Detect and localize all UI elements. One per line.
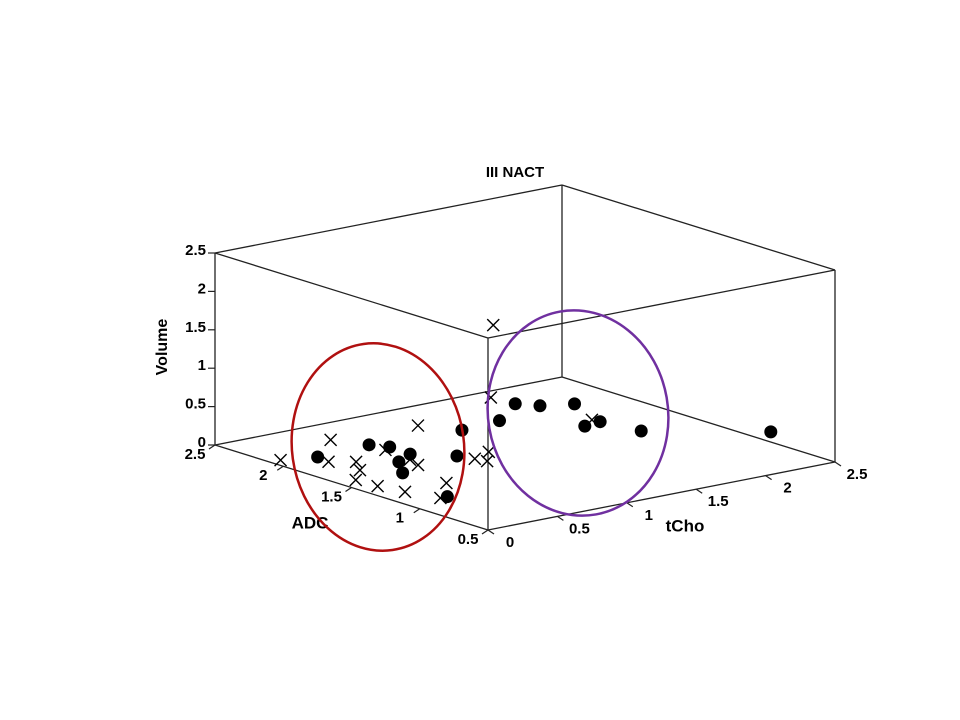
point <box>324 433 338 447</box>
point <box>585 413 599 427</box>
x-tick <box>834 461 842 467</box>
y-tick <box>481 529 489 535</box>
point <box>349 455 363 469</box>
x-tick-label: 0.5 <box>569 520 590 537</box>
point <box>411 419 425 433</box>
z-tick-label: 1.5 <box>185 319 206 336</box>
point <box>353 463 367 477</box>
x-tick-label: 1.5 <box>708 493 729 510</box>
y-tick-label: 0.5 <box>458 531 479 548</box>
point <box>398 485 412 499</box>
y-tick <box>276 465 284 471</box>
box-edge <box>487 461 836 531</box>
y-tick <box>208 444 216 450</box>
x-tick <box>765 475 772 481</box>
z-tick-label: 1 <box>198 357 206 374</box>
point <box>764 425 778 439</box>
point <box>480 454 494 468</box>
x-tick-label: 2.5 <box>847 466 868 483</box>
highlight-ellipse <box>290 342 466 552</box>
box-edge <box>214 252 489 339</box>
point <box>450 449 464 463</box>
y-tick-label: 2 <box>259 467 267 484</box>
x-tick <box>626 502 634 508</box>
y-tick-label: 2.5 <box>185 446 206 463</box>
box-edge <box>561 184 836 271</box>
point <box>274 453 288 467</box>
x-tick-label: 2 <box>783 480 791 497</box>
point <box>634 424 648 438</box>
z-tick-label: 2.5 <box>185 242 206 259</box>
point <box>349 473 363 487</box>
point <box>392 455 406 469</box>
x-tick <box>695 488 703 494</box>
point <box>486 318 500 332</box>
point <box>396 466 410 480</box>
point <box>311 450 325 464</box>
point <box>439 476 453 490</box>
y-tick <box>345 487 352 492</box>
x-tick <box>557 515 564 521</box>
point <box>378 443 392 457</box>
point <box>568 397 582 411</box>
point <box>508 397 522 411</box>
point <box>362 438 376 452</box>
point <box>468 452 482 466</box>
x-axis-label: tCho <box>666 516 705 535</box>
x-tick-label: 0 <box>506 534 514 551</box>
point <box>533 399 547 413</box>
z-tick-label: 0.5 <box>185 396 206 413</box>
point <box>371 479 385 493</box>
plot-area: 00.511.522.50.511.522.500.511.522.5 <box>185 184 868 551</box>
x-tick-label: 1 <box>645 507 653 524</box>
y-tick <box>413 508 421 514</box>
chart-title: III NACT <box>486 164 544 181</box>
highlight-ellipse <box>486 309 670 517</box>
z-tick-label: 2 <box>198 280 206 297</box>
y-tick-label: 1 <box>396 510 404 527</box>
box-edge <box>487 269 836 339</box>
point <box>493 414 507 428</box>
box-edge <box>214 184 563 254</box>
z-tick-label: 0 <box>198 434 206 451</box>
point <box>403 453 417 467</box>
x-tick <box>487 529 495 535</box>
z-axis-label: Volume <box>154 319 171 376</box>
box-edge <box>214 376 563 446</box>
point <box>411 458 425 472</box>
point <box>383 440 397 454</box>
point <box>433 491 447 505</box>
point <box>322 455 336 469</box>
y-tick-label: 1.5 <box>321 488 342 505</box>
box-edge <box>561 376 836 463</box>
